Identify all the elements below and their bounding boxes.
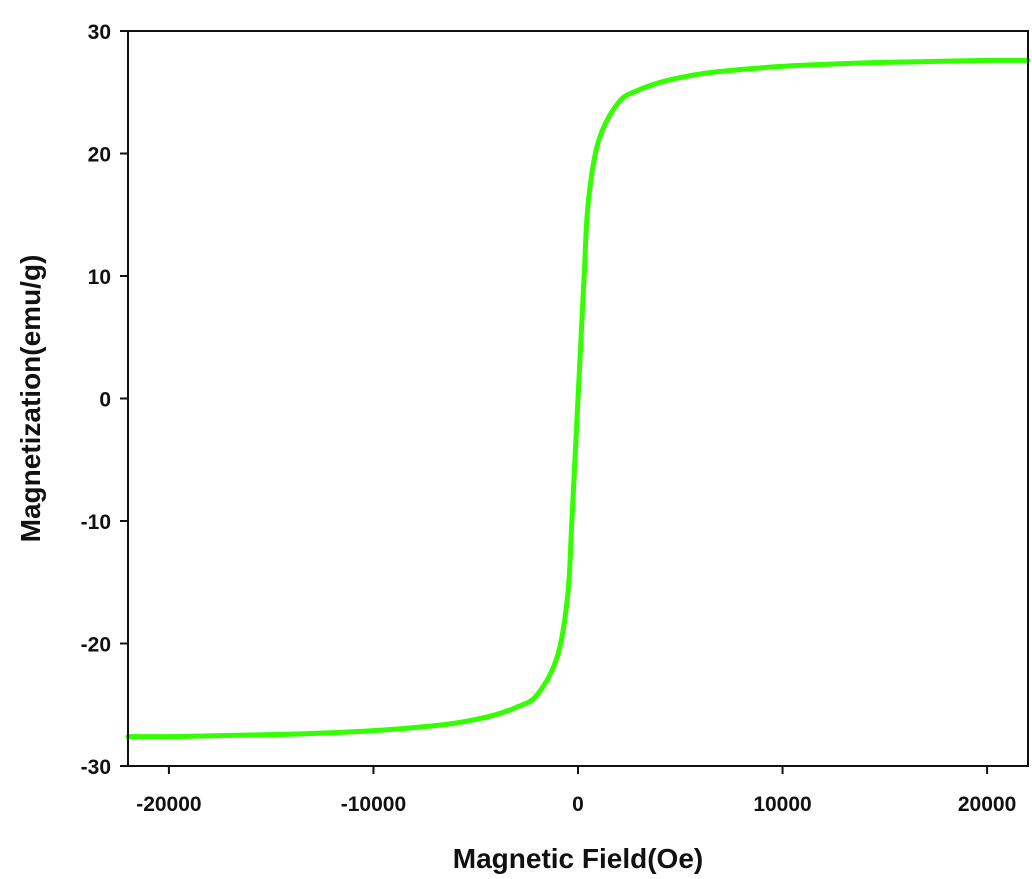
x-tick-label: -20000 xyxy=(136,793,201,816)
magnetization-curve xyxy=(125,57,1031,740)
x-axis-title: Magnetic Field(Oe) xyxy=(453,843,703,874)
y-axis-title: Magnetization(emu/g) xyxy=(15,255,46,543)
x-tick-label: -10000 xyxy=(341,793,406,816)
x-tick-label: 10000 xyxy=(753,793,811,816)
y-tick-label: -30 xyxy=(81,756,111,779)
series-layer xyxy=(125,57,1031,740)
x-tick-label: 20000 xyxy=(958,793,1016,816)
y-tick-label: 0 xyxy=(99,389,111,412)
y-tick-label: 20 xyxy=(88,144,111,167)
y-tick-label: 30 xyxy=(88,21,111,44)
y-tick-label: 10 xyxy=(88,266,111,289)
x-axis-ticks: -20000 -10000 0 10000 20000 xyxy=(136,766,1016,816)
y-tick-label: -20 xyxy=(81,634,111,657)
y-axis-ticks: -30 -20 -10 0 10 20 30 xyxy=(81,21,128,779)
x-tick-label: 0 xyxy=(572,793,584,816)
y-tick-label: -10 xyxy=(81,511,111,534)
